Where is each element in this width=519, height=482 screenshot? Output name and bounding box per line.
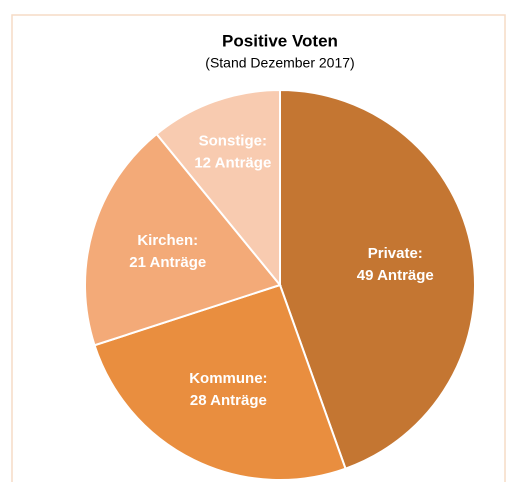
- pie-slice: [93, 283, 347, 481]
- pie-slice: [84, 132, 282, 347]
- chart-title: Positive Voten: [222, 31, 338, 50]
- pie-slice: [155, 88, 281, 288]
- slice-value-label: 21 Anträge: [129, 254, 206, 271]
- slice-value-label: 12 Anträge: [194, 155, 271, 172]
- slice-category-label: Private:: [368, 245, 423, 262]
- chart-subtitle: (Stand Dezember 2017): [205, 55, 354, 71]
- pie-slice: [279, 88, 476, 470]
- slice-category-label: Kirchen:: [137, 232, 198, 249]
- slice-value-label: 49 Anträge: [357, 267, 434, 284]
- slice-category-label: Kommune:: [189, 370, 267, 387]
- slice-value-label: 28 Anträge: [190, 392, 267, 409]
- slice-category-label: Sonstige:: [199, 133, 267, 150]
